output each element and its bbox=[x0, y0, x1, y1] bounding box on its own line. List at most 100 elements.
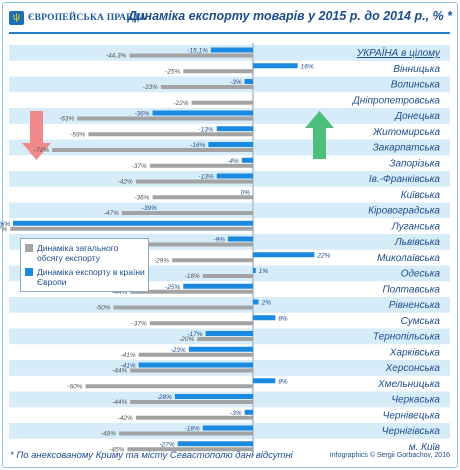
total-bar bbox=[191, 100, 253, 105]
eu-bar bbox=[244, 79, 253, 84]
category-label: Сумська bbox=[401, 316, 441, 327]
category-label: Одеська bbox=[401, 269, 441, 280]
total-bar bbox=[160, 85, 253, 89]
legend-label-total: Динаміка загального обсягу експорту bbox=[37, 243, 119, 263]
arrow-down-icon bbox=[22, 111, 51, 160]
credit-line: Infographics © Sergii Gorbachov, 2016 bbox=[329, 452, 450, 459]
eu-bar bbox=[152, 110, 253, 116]
total-bar bbox=[172, 258, 253, 263]
eu-value-label: -39% bbox=[142, 205, 157, 212]
total-bar bbox=[183, 69, 253, 74]
eu-value-label: 1% bbox=[259, 268, 269, 275]
eu-value-label: 0% bbox=[241, 189, 251, 196]
eu-bar bbox=[244, 409, 253, 415]
row-stripe bbox=[9, 202, 450, 219]
legend-item-total: Динаміка загального обсягу експорту bbox=[25, 243, 145, 263]
category-label: Львівська bbox=[394, 237, 441, 248]
category-label: УКРАЇНА в цілому bbox=[356, 47, 441, 59]
category-label: Тернопільська bbox=[373, 332, 441, 343]
total-value-label: -37% bbox=[132, 320, 147, 327]
eu-value-label: -23% bbox=[171, 347, 186, 354]
total-value-label: -42% bbox=[118, 179, 133, 186]
category-label: Луганська bbox=[391, 221, 441, 232]
row-stripe bbox=[9, 45, 450, 61]
trident-icon: ψ bbox=[9, 11, 24, 25]
total-bar bbox=[202, 274, 253, 278]
total-bar bbox=[152, 195, 253, 200]
eu-value-label: -15,1% bbox=[187, 48, 208, 55]
total-value-label: -87% bbox=[0, 226, 7, 233]
eu-bar bbox=[253, 268, 256, 273]
category-label: Чернівецька bbox=[383, 410, 441, 421]
eu-bar bbox=[183, 283, 253, 289]
eu-bar bbox=[227, 236, 253, 242]
eu-bar bbox=[188, 346, 253, 352]
row-stripe bbox=[9, 171, 450, 187]
total-value-label: -33% bbox=[143, 84, 158, 91]
category-label: Волинська bbox=[391, 80, 441, 91]
total-value-label: -45% bbox=[109, 446, 124, 453]
total-bar bbox=[149, 321, 253, 326]
eu-value-label: -25% bbox=[165, 284, 180, 291]
category-label: Кіровоградська bbox=[368, 206, 440, 217]
eu-bar bbox=[208, 142, 253, 147]
category-label: Закарпатська bbox=[373, 143, 441, 154]
eu-value-label: 8% bbox=[278, 378, 288, 385]
legend-label-eu: Динаміка експорту в країни Європи bbox=[37, 267, 145, 287]
total-bar bbox=[85, 384, 253, 389]
total-value-label: -44% bbox=[112, 289, 127, 296]
total-value-label: -50% bbox=[95, 305, 110, 312]
total-value-label: -29% bbox=[154, 257, 169, 264]
total-value-label: -48% bbox=[101, 431, 116, 438]
eu-value-label: -16% bbox=[190, 142, 205, 149]
total-bar bbox=[130, 400, 253, 404]
row-stripe bbox=[9, 297, 450, 313]
total-value-label: -60% bbox=[67, 383, 82, 390]
total-bar bbox=[113, 305, 253, 310]
total-bar bbox=[130, 368, 253, 373]
eu-bar bbox=[253, 299, 259, 305]
eu-bar bbox=[13, 220, 254, 226]
eu-value-label: -36% bbox=[134, 111, 149, 118]
total-value-label: -36% bbox=[134, 194, 149, 201]
total-bar bbox=[52, 148, 254, 152]
total-bar bbox=[129, 53, 253, 58]
eu-bar bbox=[253, 63, 298, 69]
total-value-label: -59% bbox=[70, 131, 85, 138]
eu-bar bbox=[241, 157, 253, 163]
eu-bar bbox=[174, 394, 253, 399]
total-value-label: -25% bbox=[165, 68, 180, 75]
total-bar bbox=[135, 179, 253, 184]
eu-value-label: -28% bbox=[157, 394, 172, 401]
eu-value-label: -3% bbox=[230, 79, 242, 86]
eu-value-label: -13% bbox=[199, 126, 214, 133]
category-label: Херсонська bbox=[385, 363, 441, 374]
legend-swatch-eu bbox=[25, 268, 33, 276]
total-bar bbox=[127, 447, 253, 452]
total-value-label: -20% bbox=[179, 336, 194, 343]
legend-item-eu: Динаміка експорту в країни Європи bbox=[25, 267, 145, 287]
eu-value-label: -27% bbox=[159, 441, 174, 448]
eu-value-label: 2% bbox=[261, 300, 272, 307]
total-bar bbox=[121, 211, 254, 215]
eu-bar bbox=[253, 252, 315, 258]
category-label: Полтавська bbox=[382, 284, 440, 295]
category-label: Дніпропетровська bbox=[352, 95, 441, 106]
category-label: Київська bbox=[401, 190, 441, 201]
eu-value-label: -3% bbox=[230, 410, 242, 417]
total-bar bbox=[88, 132, 253, 137]
arrow-up-icon bbox=[305, 111, 334, 159]
eu-bar bbox=[205, 331, 253, 336]
total-value-label: -44,3% bbox=[106, 53, 127, 60]
eu-value-label: 22% bbox=[316, 252, 330, 259]
total-bar bbox=[119, 431, 253, 436]
total-bar bbox=[77, 116, 253, 121]
eu-value-label: 8% bbox=[278, 315, 288, 322]
category-label: Миколаївська bbox=[377, 253, 440, 264]
title-divider bbox=[9, 32, 450, 34]
total-value-label: -63% bbox=[59, 116, 74, 123]
footnote: * По анексованому Криму та місту Севасто… bbox=[10, 450, 293, 461]
brand-name: ЄВРОПЕЙСЬКА ПРАВДА bbox=[28, 13, 147, 23]
row-stripe bbox=[9, 76, 450, 93]
